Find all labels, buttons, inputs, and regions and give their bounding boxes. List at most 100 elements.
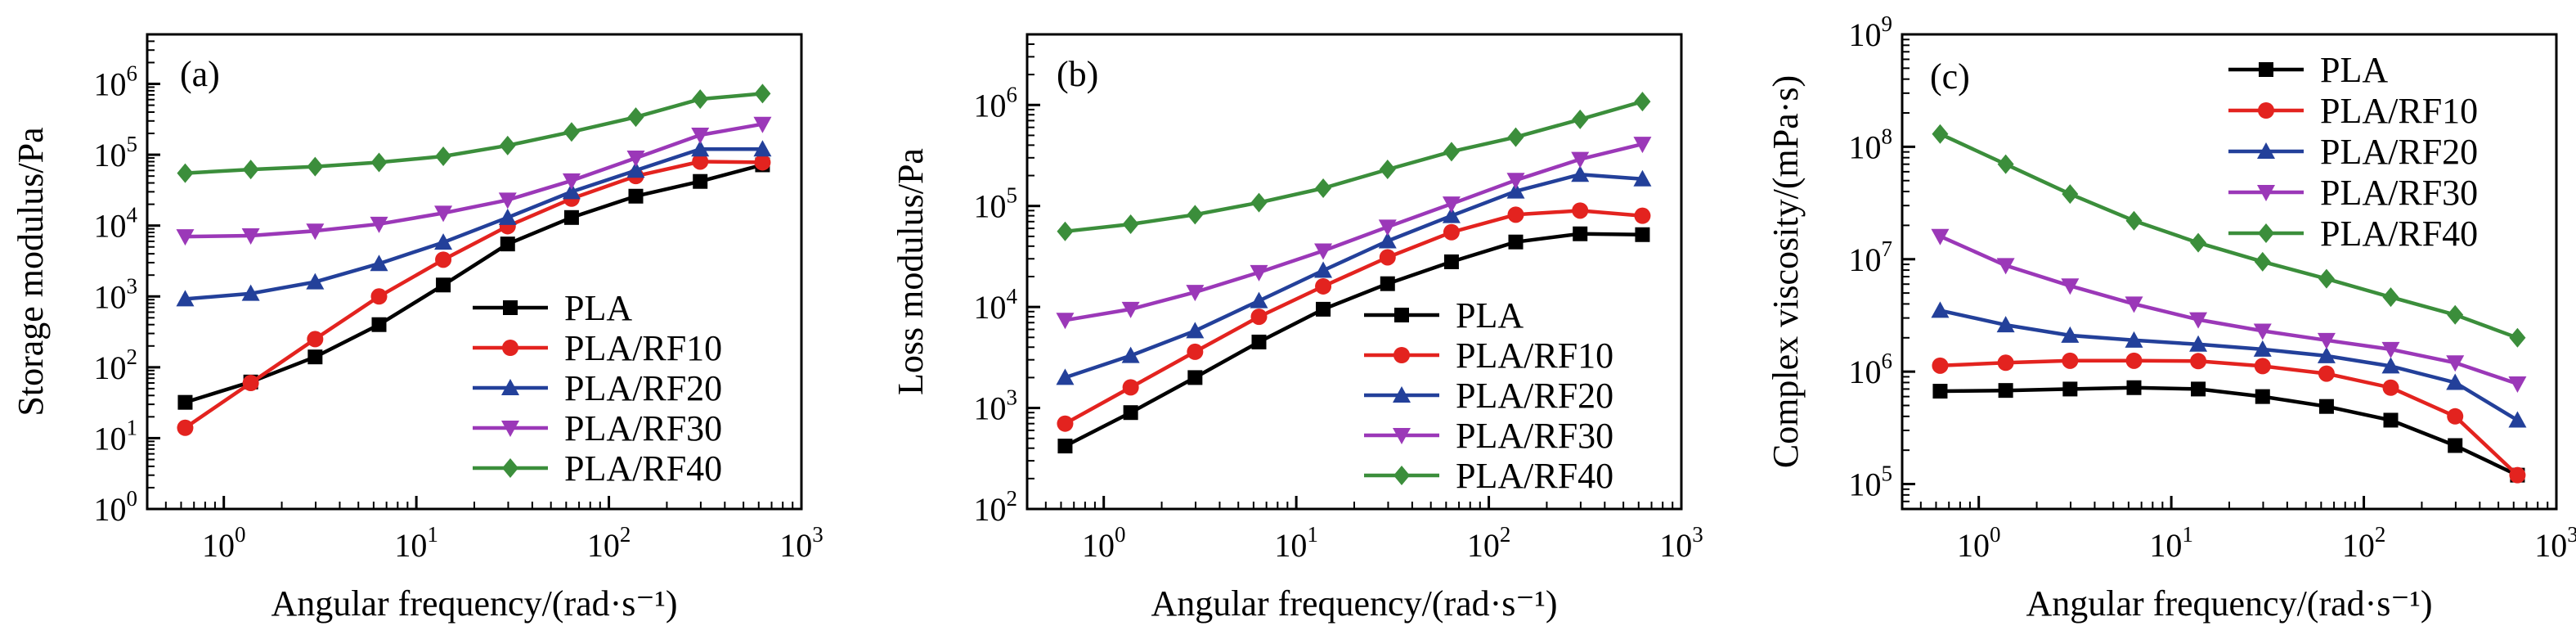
data-point	[1315, 178, 1332, 198]
data-point	[562, 182, 581, 200]
y-tick-label: 101	[94, 415, 138, 457]
series-pla	[1057, 226, 1650, 454]
data-point	[1633, 137, 1652, 154]
data-point	[306, 223, 325, 241]
series-pla-rf30	[176, 116, 772, 246]
legend-label: PLA/RF10	[564, 328, 722, 368]
data-point	[1932, 357, 1949, 374]
legend-marker	[503, 300, 518, 315]
legend-entry: PLA/RF20	[1364, 376, 1613, 416]
data-point	[1931, 301, 1950, 318]
data-point	[2254, 358, 2271, 375]
legend-label: PLA/RF40	[1456, 456, 1613, 496]
data-point	[1250, 192, 1268, 213]
legend-entry: PLA	[473, 288, 632, 328]
y-axis-label: Storage modulus/Pa	[11, 127, 51, 416]
data-point	[1121, 346, 1140, 363]
series-line	[1938, 308, 2520, 422]
data-point	[754, 83, 771, 104]
data-point	[2253, 340, 2272, 357]
data-point	[1057, 415, 1074, 432]
legend-entry: PLA/RF30	[473, 408, 722, 448]
legend-label: PLA/RF40	[2320, 214, 2478, 254]
legend-entry: PLA/RF40	[1364, 456, 1613, 496]
data-point	[1250, 291, 1268, 308]
data-point	[2447, 408, 2464, 425]
series-pla-rf10	[1057, 202, 1651, 432]
y-tick-label: 105	[974, 183, 1018, 225]
data-point	[1635, 227, 1650, 242]
data-point	[2061, 326, 2080, 343]
data-point	[1997, 354, 2014, 372]
legend-marker	[502, 340, 518, 356]
legend-entry: PLA/RF30	[2228, 173, 2478, 213]
legend-label: PLA	[1456, 295, 1524, 336]
data-point	[1506, 173, 1525, 190]
data-point	[2125, 210, 2143, 231]
data-point	[1634, 207, 1651, 224]
data-point	[2447, 304, 2464, 325]
data-point	[177, 394, 193, 410]
x-tick-label: 101	[2149, 522, 2193, 564]
data-point	[2318, 399, 2334, 414]
data-point	[2253, 323, 2272, 340]
data-point	[242, 375, 259, 392]
data-point	[242, 160, 259, 180]
series-pla-rf20	[176, 140, 772, 307]
data-point	[241, 228, 260, 245]
data-point	[1251, 334, 1267, 349]
data-point	[2061, 278, 2080, 295]
panel-letter: (a)	[180, 54, 220, 94]
legend-label: PLA/RF30	[1456, 416, 1613, 456]
data-point	[1056, 313, 1075, 330]
data-point	[500, 236, 515, 252]
data-point	[1573, 226, 1588, 241]
data-point	[1315, 277, 1332, 295]
y-axis-label: Loss modulus/Pa	[891, 148, 931, 395]
y-tick-label: 102	[94, 345, 138, 386]
series-line	[1063, 209, 1645, 426]
data-point	[626, 151, 645, 168]
series-line	[1938, 234, 2520, 386]
data-point	[1442, 196, 1461, 214]
y-axis-label: Complex viscosity/(mPa·s)	[1766, 75, 1806, 468]
legend-marker	[1393, 386, 1411, 403]
legend-entry: PLA/RF30	[1364, 416, 1613, 456]
data-point	[434, 205, 453, 223]
series-pla-rf40	[1057, 92, 1651, 241]
legend-marker	[501, 379, 519, 395]
y-tick-label: 105	[1849, 462, 1893, 503]
legend-marker	[2259, 62, 2273, 77]
data-point	[2383, 412, 2399, 428]
data-point	[241, 284, 260, 301]
panel-letter: (b)	[1057, 54, 1098, 94]
data-point	[2191, 381, 2206, 397]
legend-label: PLA/RF10	[2320, 91, 2478, 131]
series-line	[1938, 132, 2520, 340]
legend-label: PLA	[564, 288, 632, 328]
data-point	[370, 152, 388, 173]
data-point	[307, 156, 324, 177]
data-point	[2318, 268, 2335, 289]
data-point	[2062, 352, 2079, 369]
data-point	[563, 209, 579, 225]
data-point	[177, 419, 194, 436]
data-point	[1186, 285, 1205, 302]
data-point	[498, 208, 517, 225]
data-point	[1250, 308, 1268, 326]
legend-label: PLA	[2320, 50, 2388, 90]
legend-label: PLA/RF20	[1456, 376, 1613, 416]
data-point	[753, 140, 772, 157]
y-tick-label: 104	[974, 284, 1018, 326]
panel-b: 100 101 102 103 102 103 104 105 106 Angular frequ…	[891, 33, 1703, 624]
y-tick-label: 102	[974, 486, 1018, 528]
legend-label: PLA/RF20	[2320, 132, 2478, 172]
data-point	[435, 146, 452, 167]
data-point	[1378, 232, 1397, 249]
data-point	[692, 89, 709, 110]
x-tick-label: 100	[202, 522, 246, 564]
legend-marker	[502, 458, 518, 478]
panel-a: 100 101 102 103 100 101 102 103 104 105 106 Angular…	[11, 33, 824, 624]
data-point	[562, 173, 581, 190]
data-point	[1572, 109, 1589, 129]
